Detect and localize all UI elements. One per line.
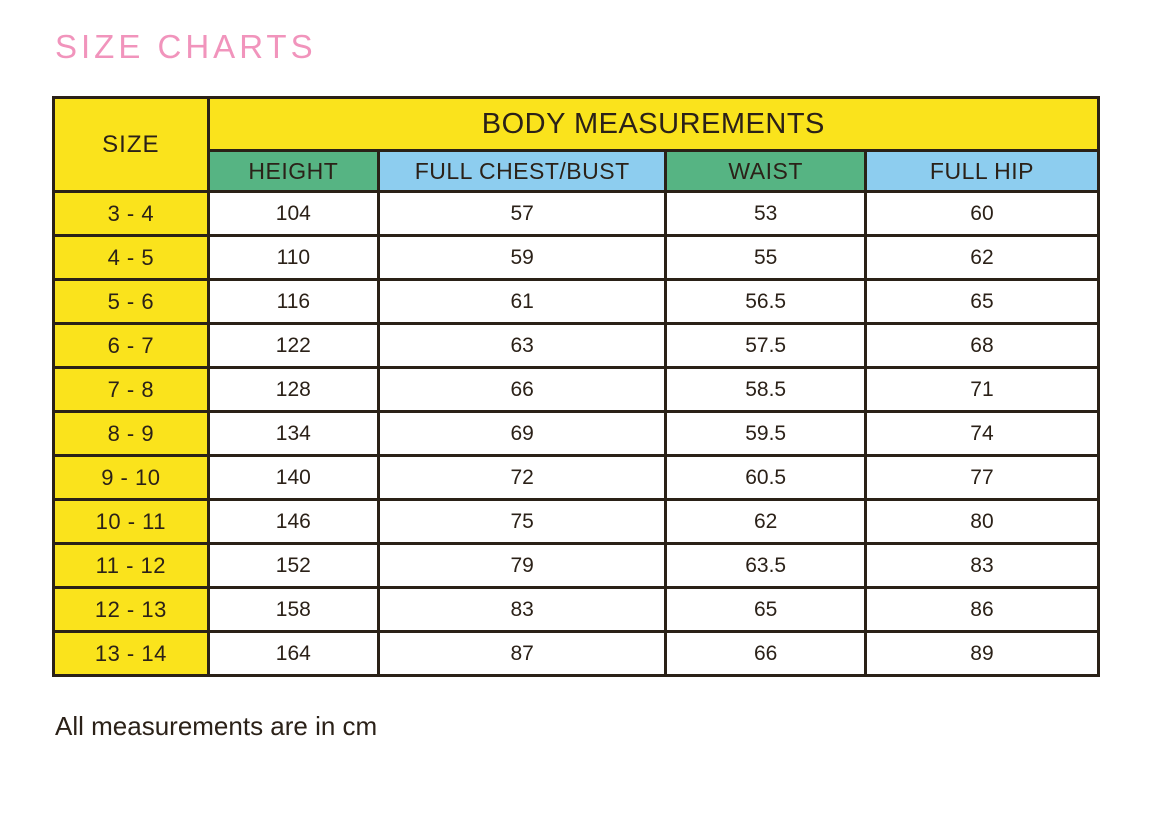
hip-value: 62 [863, 234, 1101, 281]
size-label: 10 - 11 [52, 498, 210, 545]
hip-value: 89 [863, 630, 1101, 677]
height-value: 146 [206, 498, 380, 545]
chest-value: 69 [376, 410, 668, 457]
table-row: 12 - 13 158 83 65 86 [52, 586, 1101, 633]
chest-value: 83 [376, 586, 668, 633]
chest-value: 66 [376, 366, 668, 413]
chest-value: 63 [376, 322, 668, 369]
header-row-main: SIZE BODY MEASUREMENTS [52, 96, 1101, 193]
waist-value: 56.5 [664, 278, 867, 325]
measurements-footnote: All measurements are in cm [55, 711, 378, 741]
table-row: 10 - 11 146 75 62 80 [52, 498, 1101, 545]
table-row: 11 - 12 152 79 63.5 83 [52, 542, 1101, 589]
hip-value: 68 [863, 322, 1101, 369]
hip-value: 65 [863, 278, 1101, 325]
size-label: 13 - 14 [52, 630, 210, 677]
waist-value: 55 [664, 234, 867, 281]
size-chart-table: SIZE BODY MEASUREMENTS HEIGHT FULL CHEST… [52, 96, 1101, 677]
height-value: 104 [206, 190, 380, 237]
size-label: 6 - 7 [52, 322, 210, 369]
chest-value: 59 [376, 234, 668, 281]
table-row: 4 - 5 110 59 55 62 [52, 234, 1101, 281]
height-value: 122 [206, 322, 380, 369]
size-label: 4 - 5 [52, 234, 210, 281]
waist-value: 65 [664, 586, 867, 633]
height-value: 116 [206, 278, 380, 325]
hip-value: 83 [863, 542, 1101, 589]
waist-value: 53 [664, 190, 867, 237]
height-value: 110 [206, 234, 380, 281]
table-row: 6 - 7 122 63 57.5 68 [52, 322, 1101, 369]
size-label: 11 - 12 [52, 542, 210, 589]
hip-value: 60 [863, 190, 1101, 237]
table-row: 7 - 8 128 66 58.5 71 [52, 366, 1101, 413]
table-row: 13 - 14 164 87 66 89 [52, 630, 1101, 677]
waist-value: 63.5 [664, 542, 867, 589]
chest-value: 61 [376, 278, 668, 325]
size-label: 3 - 4 [52, 190, 210, 237]
table-row: 8 - 9 134 69 59.5 74 [52, 410, 1101, 457]
height-value: 134 [206, 410, 380, 457]
size-label: 9 - 10 [52, 454, 210, 501]
body-measurements-header: BODY MEASUREMENTS [206, 96, 1101, 152]
chest-value: 79 [376, 542, 668, 589]
chest-value: 57 [376, 190, 668, 237]
column-header-chest-bust: FULL CHEST/BUST [376, 149, 668, 193]
header-row-sub: HEIGHT FULL CHEST/BUST WAIST FULL HIP [54, 149, 1101, 193]
chest-value: 75 [376, 498, 668, 545]
waist-value: 59.5 [664, 410, 867, 457]
column-header-height: HEIGHT [206, 149, 380, 193]
table-row: 9 - 10 140 72 60.5 77 [52, 454, 1101, 501]
waist-value: 57.5 [664, 322, 867, 369]
chest-value: 87 [376, 630, 668, 677]
waist-value: 66 [664, 630, 867, 677]
waist-value: 58.5 [664, 366, 867, 413]
size-label: 12 - 13 [52, 586, 210, 633]
hip-value: 80 [863, 498, 1101, 545]
height-value: 158 [206, 586, 380, 633]
column-header-full-hip: FULL HIP [863, 149, 1101, 193]
height-value: 164 [206, 630, 380, 677]
waist-value: 60.5 [664, 454, 867, 501]
hip-value: 77 [863, 454, 1101, 501]
table-row: 5 - 6 116 61 56.5 65 [52, 278, 1101, 325]
hip-value: 86 [863, 586, 1101, 633]
height-value: 152 [206, 542, 380, 589]
page-title: SIZE CHARTS [55, 28, 317, 65]
hip-value: 71 [863, 366, 1101, 413]
table-row: 3 - 4 104 57 53 60 [52, 190, 1101, 237]
size-column-header: SIZE [52, 96, 210, 193]
size-label: 7 - 8 [52, 366, 210, 413]
chest-value: 72 [376, 454, 668, 501]
waist-value: 62 [664, 498, 867, 545]
hip-value: 74 [863, 410, 1101, 457]
size-label: 5 - 6 [52, 278, 210, 325]
height-value: 128 [206, 366, 380, 413]
size-label: 8 - 9 [52, 410, 210, 457]
column-header-waist: WAIST [664, 149, 867, 193]
height-value: 140 [206, 454, 380, 501]
